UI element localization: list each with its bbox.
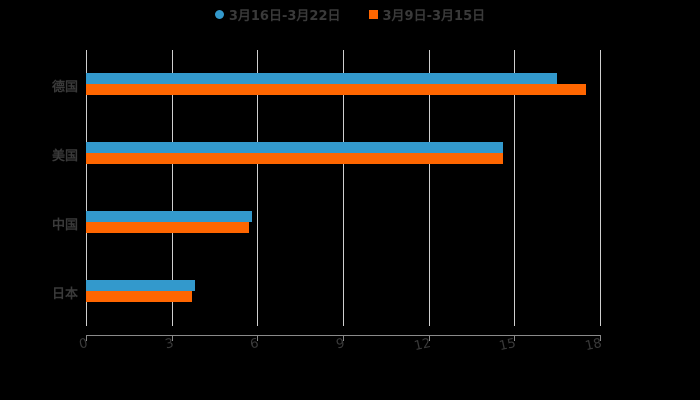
- bar-series-2[interactable]: [86, 84, 586, 95]
- x-axis-line: [86, 335, 601, 336]
- x-tick: [429, 335, 430, 341]
- gridline: [172, 50, 173, 326]
- x-tick: [172, 335, 173, 341]
- y-category-label: 美国: [51, 149, 78, 164]
- y-category-label: 日本: [51, 287, 78, 302]
- bar-series-2[interactable]: [86, 291, 192, 302]
- gridline: [514, 50, 515, 326]
- bar-series-2[interactable]: [86, 153, 503, 164]
- x-tick: [86, 335, 87, 341]
- x-tick: [257, 335, 258, 341]
- bar-series-1[interactable]: [86, 142, 503, 153]
- x-tick-label: 18: [583, 336, 604, 355]
- gridline: [343, 50, 344, 326]
- gridline: [257, 50, 258, 326]
- legend-label: 3月9日-3月15日: [382, 8, 486, 24]
- legend-item-series-1[interactable]: 3月16日-3月22日: [214, 4, 341, 24]
- x-tick: [600, 335, 601, 341]
- legend-marker-circle-icon: [214, 9, 224, 19]
- chart-legend: 3月16日-3月22日 3月9日-3月15日: [0, 4, 700, 24]
- x-tick-label: 0: [77, 336, 90, 353]
- bar-series-1[interactable]: [86, 73, 557, 84]
- legend-label: 3月16日-3月22日: [228, 8, 341, 24]
- x-tick: [514, 335, 515, 341]
- legend-item-series-2[interactable]: 3月9日-3月15日: [368, 4, 486, 24]
- gridline: [429, 50, 430, 326]
- x-tick-label: 9: [334, 336, 347, 353]
- y-category-label: 中国: [51, 218, 78, 233]
- x-tick-label: 15: [497, 336, 518, 355]
- x-tick-label: 12: [412, 336, 433, 355]
- legend-marker-square-icon: [368, 9, 378, 19]
- gridline: [86, 50, 87, 326]
- x-tick-label: 6: [248, 336, 261, 353]
- x-tick-label: 3: [163, 336, 176, 353]
- bar-series-1[interactable]: [86, 211, 252, 222]
- bar-series-2[interactable]: [86, 222, 249, 233]
- bar-series-1[interactable]: [86, 280, 195, 291]
- y-category-label: 德国: [51, 80, 78, 95]
- gridline: [600, 50, 601, 326]
- x-tick: [343, 335, 344, 341]
